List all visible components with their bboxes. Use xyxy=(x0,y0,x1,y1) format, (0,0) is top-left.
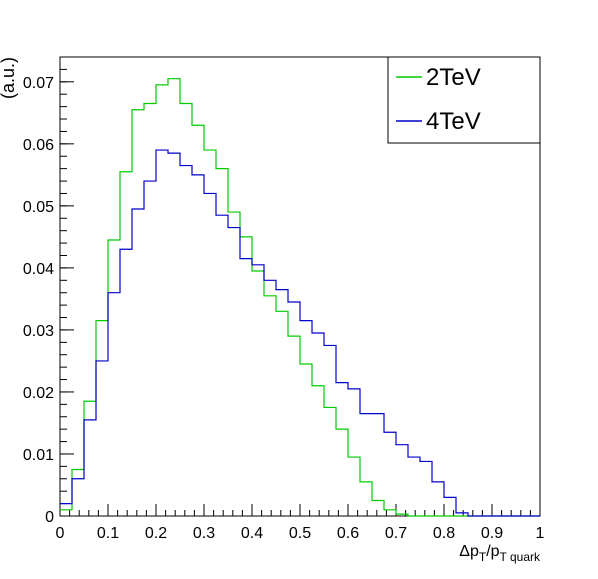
y-tick-label: 0 xyxy=(45,509,54,526)
x-ticks: 0 0.1 0.2 0.3 0.4 0.5 0.6 0.7 0.8 0.9 1 xyxy=(56,504,545,542)
x-axis-label: ΔpT/pT quark xyxy=(459,543,541,564)
x-tick-label: 1 xyxy=(536,525,545,542)
legend-box xyxy=(387,56,541,144)
y-axis-label: (a.u.) xyxy=(0,57,18,99)
series-layer xyxy=(60,78,540,517)
x-tick-label: 0.6 xyxy=(337,525,359,542)
legend: 2TeV 4TeV xyxy=(387,56,541,144)
y-ticks: 0 0.01 0.02 0.03 0.04 0.05 0.06 0.07 xyxy=(23,56,74,526)
x-axis-label-main: Δp xyxy=(459,543,479,560)
x-tick-label: 0.9 xyxy=(481,525,503,542)
y-tick-label: 0.02 xyxy=(23,385,54,402)
x-tick-label: 0.2 xyxy=(145,525,167,542)
y-tick-label: 0.01 xyxy=(23,447,54,464)
series-line-4tev xyxy=(60,149,540,517)
legend-label-2tev: 2TeV xyxy=(426,64,481,91)
x-tick-label: 0.7 xyxy=(385,525,407,542)
x-axis-label-mid: /p xyxy=(486,543,499,560)
x-axis-label-sub1: T xyxy=(479,550,487,564)
legend-label-4tev: 4TeV xyxy=(426,108,481,135)
y-tick-label: 0.03 xyxy=(23,323,54,340)
x-tick-label: 0.8 xyxy=(433,525,455,542)
y-tick-label: 0.07 xyxy=(23,75,54,92)
legend-entries: 2TeV 4TeV xyxy=(396,64,481,135)
y-tick-label: 0.05 xyxy=(23,199,54,216)
y-tick-label: 0.06 xyxy=(23,137,54,154)
x-tick-label: 0.4 xyxy=(241,525,263,542)
x-axis-label-sub2: T quark xyxy=(500,550,541,564)
x-tick-label: 0.3 xyxy=(193,525,215,542)
x-tick-label: 0.1 xyxy=(97,525,119,542)
x-tick-label: 0.5 xyxy=(289,525,311,542)
series-line-2tev xyxy=(60,78,540,517)
y-tick-label: 0.04 xyxy=(23,261,54,278)
x-tick-label: 0 xyxy=(56,525,65,542)
